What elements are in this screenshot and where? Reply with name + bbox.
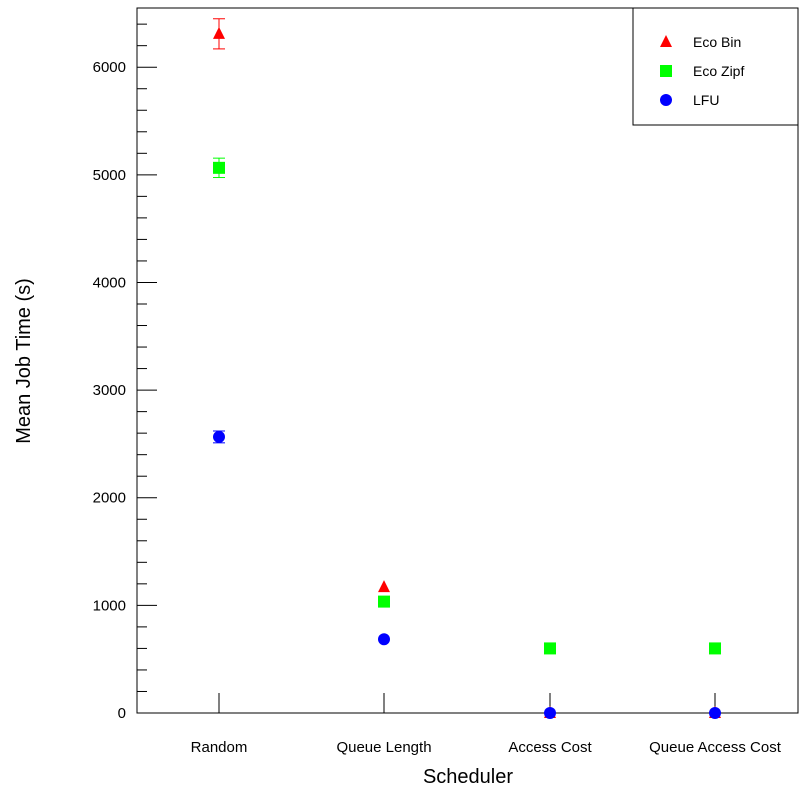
legend-label: LFU: [693, 92, 719, 108]
y-tick-label: 3000: [93, 382, 126, 399]
x-tick-label: Queue Length: [336, 739, 431, 756]
x-axis: Random Queue Length Access Cost Queue Acces…: [191, 693, 782, 756]
data-point: [213, 430, 225, 443]
data-point: [378, 633, 390, 646]
y-tick-label: 0: [118, 705, 126, 722]
y-axis-title: Mean Job Time (s): [13, 278, 35, 444]
y-axis: 0 1000 2000 3000 4000 5000 6000: [93, 23, 157, 722]
y-tick-label: 6000: [93, 59, 126, 76]
x-tick-label: Queue Access Cost: [649, 739, 782, 756]
data-point: [709, 642, 721, 655]
data-point: [378, 580, 390, 593]
legend-label: Eco Bin: [693, 34, 741, 50]
series-eco-zipf: [213, 157, 721, 655]
x-axis-title: Scheduler: [423, 766, 513, 788]
legend: Eco Bin Eco Zipf LFU: [632, 7, 799, 126]
legend-marker: [660, 94, 672, 106]
y-tick-label: 4000: [93, 274, 126, 291]
data-point: [378, 595, 390, 608]
x-tick-label: Random: [191, 739, 248, 756]
legend-label: Eco Zipf: [693, 63, 744, 79]
data-point: [544, 642, 556, 655]
data-point: [709, 707, 721, 719]
legend-marker: [660, 35, 672, 47]
legend-marker: [660, 65, 672, 77]
plot-frame: [136, 7, 799, 714]
data-point: [213, 26, 225, 39]
data-point: [544, 707, 556, 719]
x-tick-label: Access Cost: [508, 739, 592, 756]
y-tick-label: 2000: [93, 490, 126, 507]
y-tick-label: 1000: [93, 597, 126, 614]
y-tick-label: 5000: [93, 167, 126, 184]
data-point: [213, 161, 225, 174]
series-lfu: [213, 430, 721, 719]
plot-border: [136, 7, 799, 714]
data-markers: [213, 18, 721, 719]
